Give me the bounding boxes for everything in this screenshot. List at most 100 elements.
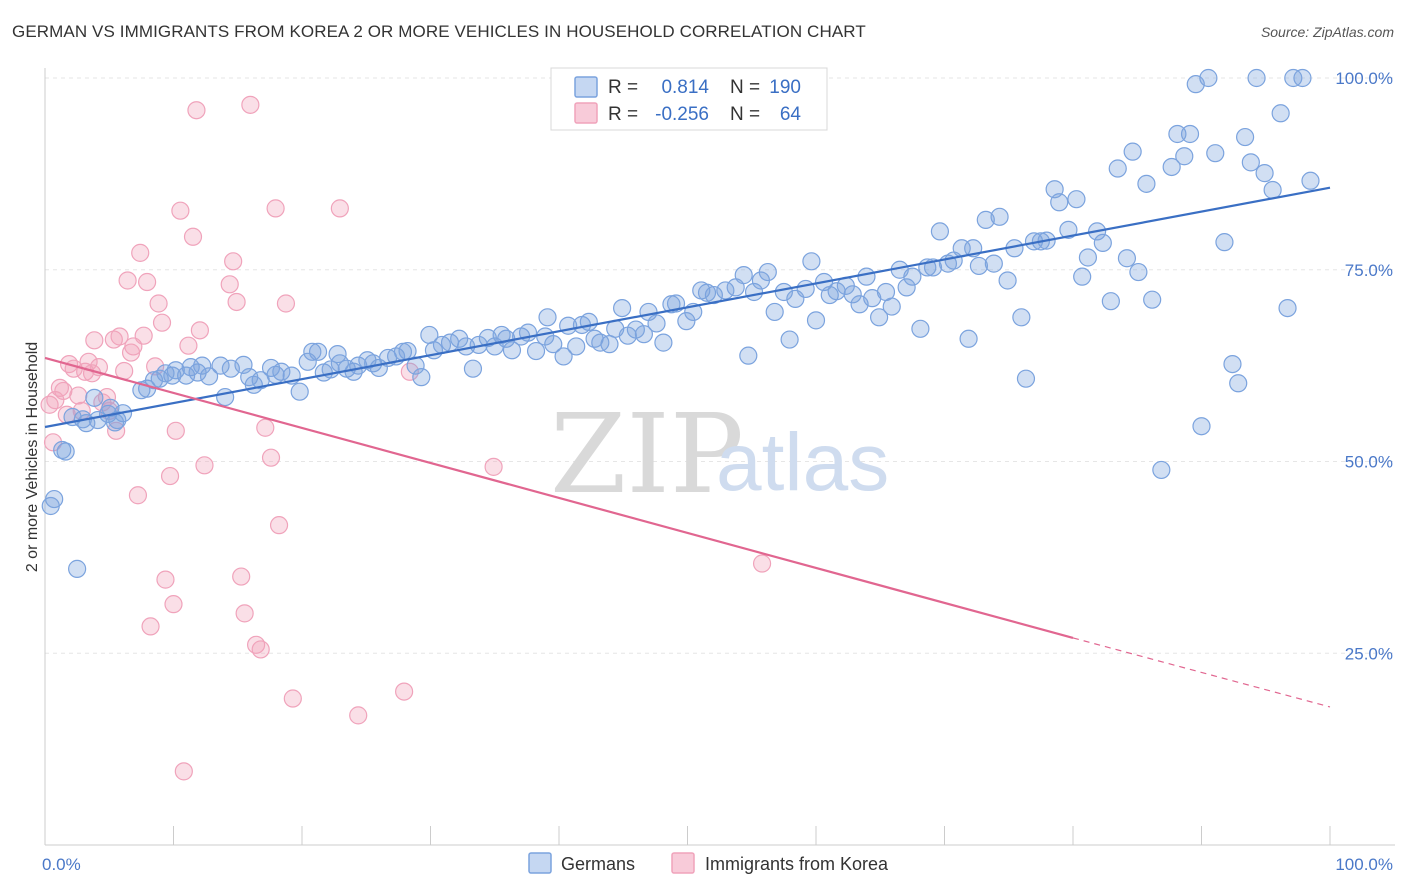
watermark-zip: ZIP [550,390,744,518]
korea-point [235,604,254,623]
german-point [177,366,196,385]
korea-point [179,336,198,355]
korea-point [85,331,104,350]
german-point [1255,164,1274,183]
german-point [502,341,522,360]
korea-point [190,321,209,340]
german-point [600,335,619,354]
korea-point [241,95,260,114]
german-point [567,337,586,356]
german-point [734,266,753,285]
german-point [647,314,666,333]
german-point [1199,68,1218,88]
korea-point [269,516,289,535]
german-point [1101,292,1120,311]
korea-point [160,466,180,486]
trend-lines [44,186,1331,708]
korea-point [174,762,193,781]
german-point [1278,299,1297,318]
legend-swatch-germans [574,76,598,98]
german-point [450,329,469,348]
german-point [1117,249,1137,268]
german-point [897,278,916,297]
y-tick-label: 100.0% [1335,69,1393,88]
korea-point [330,199,349,218]
german-point [1229,374,1248,393]
legend-box: R = 0.814 N = 190 R = -0.256 N = 64 [550,67,828,131]
legend-r-label: R = [608,104,638,125]
german-point [969,256,989,276]
german-point [290,382,309,401]
german-point [272,362,291,381]
korea-point [138,272,157,292]
watermark: ZIP atlas [550,390,889,518]
y-tick-label: 75.0% [1345,261,1393,280]
german-point [1215,233,1234,252]
x-tick-label: 0.0% [42,855,81,874]
korea-point [227,292,246,312]
korea-point [395,682,414,701]
german-point [526,341,546,361]
korea-point [276,294,296,313]
german-point [1235,127,1255,147]
german-point [1123,142,1142,161]
korea-point [156,570,175,589]
korea-point [183,227,203,246]
legend-swatch-korea [574,102,598,124]
german-trend-line [44,186,1331,429]
german-point [538,308,557,327]
german-point [1137,174,1156,193]
german-point [903,267,922,286]
german-point [882,297,901,316]
german-point [1293,68,1312,88]
korea-point [69,386,88,405]
korea-point [187,101,206,120]
german-point [1059,220,1078,239]
german-point [998,271,1017,290]
german-point [1247,68,1266,88]
korea-point [152,313,172,332]
german-point [1073,267,1092,286]
korea-point [54,381,73,401]
german-point [780,330,799,349]
korea-point [232,567,251,586]
korea-point [166,421,185,440]
german-point [1162,157,1181,177]
german-point [1192,417,1211,436]
german-point [634,325,654,344]
bottom-legend-korea: Immigrants from Korea [705,854,889,874]
legend-n-label: N = [730,77,760,98]
y-tick-labels: 25.0% 50.0% 75.0% 100.0% [1335,69,1393,663]
german-point [1168,124,1187,144]
german-point [716,281,735,300]
german-point [216,387,235,407]
korea-point [251,640,270,659]
german-point [857,267,876,286]
korea-point [261,448,281,467]
german-point [802,252,821,271]
korea-point [752,554,772,573]
bottom-legend: Germans Immigrants from Korea [528,852,889,874]
german-point [843,285,862,304]
legend-n-label: N = [730,104,760,125]
german-point [697,283,717,302]
german-point [211,356,230,375]
legend-n-value: 190 [769,77,801,98]
german-point [1284,68,1303,88]
korea-point [43,433,63,452]
german-point [1067,190,1086,209]
source-label: Source: ZipAtlas.com [1260,24,1394,40]
german-point [1129,262,1148,282]
german-point [1241,153,1260,172]
german-point [68,559,87,578]
german-point [412,368,431,387]
legend-r-value: -0.256 [655,104,709,125]
german-point [85,388,104,407]
german-point [930,222,950,241]
korea-point [50,378,70,397]
german-point [911,319,930,338]
german-point [1012,308,1031,327]
legend-r-value: 0.814 [661,77,709,98]
german-point [1180,124,1200,144]
